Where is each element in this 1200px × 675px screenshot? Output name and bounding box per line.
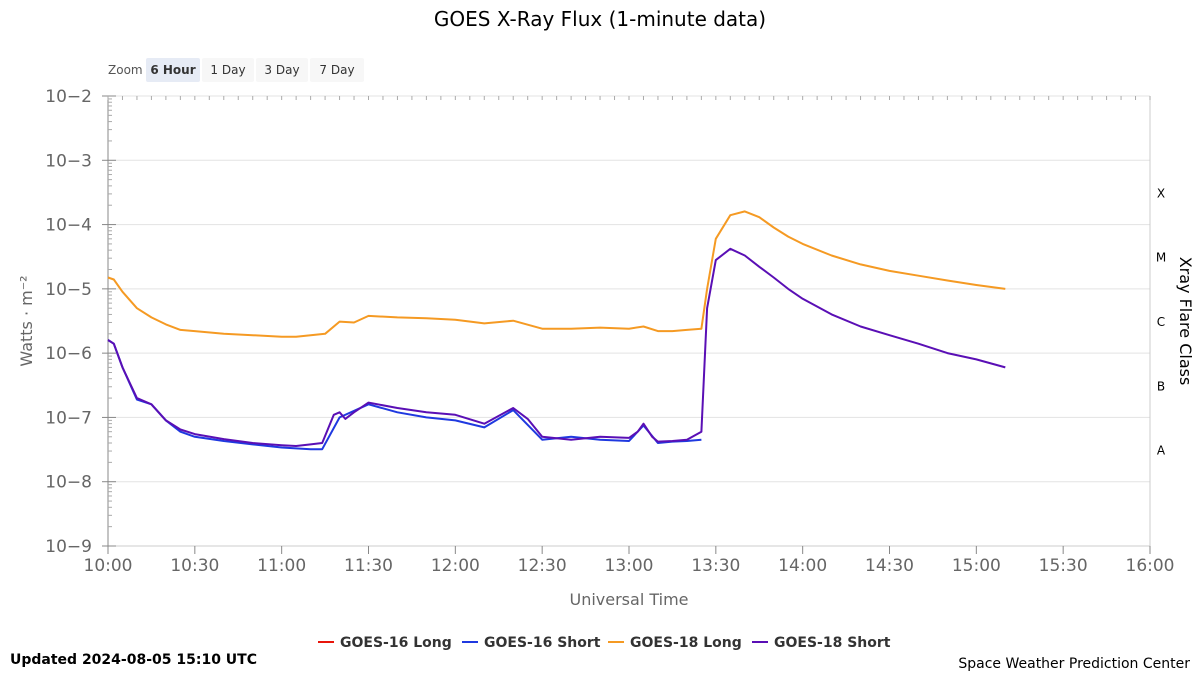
series-lines: [107, 210, 1006, 451]
legend-label: GOES-18 Long: [630, 635, 742, 651]
legend: GOES-16 Long GOES-16 Short GOES-18 Long GOE…: [318, 635, 891, 651]
y2-axis-label: Xray Flare Class: [1176, 257, 1195, 386]
y-tick-label: 10−7: [45, 408, 92, 428]
x-tick-label: 12:00: [431, 556, 480, 576]
zoom-button-bg: [202, 58, 254, 82]
zoom-button-7-day[interactable]: 7 Day: [310, 58, 364, 82]
flare-class-c: C: [1157, 315, 1165, 329]
x-tick-label: 13:30: [691, 556, 740, 576]
x-tick-label: 15:30: [1039, 556, 1088, 576]
x-tick-label: 11:30: [344, 556, 393, 576]
flare-class-labels: A B C M X: [1156, 186, 1166, 457]
flare-class-m: M: [1156, 251, 1166, 265]
flare-class-x: X: [1157, 186, 1165, 200]
legend-item-goes-16-short[interactable]: GOES-16 Short: [462, 635, 601, 651]
x-tick-label: 14:30: [865, 556, 914, 576]
zoom-label: Zoom: [108, 63, 143, 77]
flare-class-a: A: [1157, 444, 1166, 458]
x-tick-label: 11:00: [257, 556, 306, 576]
legend-item-goes-18-long[interactable]: GOES-18 Long: [608, 635, 742, 651]
series-line-goes-18-short: [107, 247, 1006, 447]
x-axis-label: Universal Time: [569, 590, 688, 609]
y-axis-label: Watts · m⁻²: [17, 275, 36, 366]
zoom-button-label: 7 Day: [319, 63, 354, 77]
zoom-controls: Zoom 6 Hour 1 Day 3 Day 7 Day: [108, 58, 364, 82]
x-tick-label: 10:30: [170, 556, 219, 576]
flare-class-b: B: [1157, 379, 1165, 393]
x-tick-label: 14:00: [778, 556, 827, 576]
y-tick-label: 10−8: [45, 473, 92, 493]
legend-item-goes-18-short[interactable]: GOES-18 Short: [752, 635, 891, 651]
legend-label: GOES-16 Short: [484, 635, 601, 651]
zoom-button-3-day[interactable]: 3 Day: [256, 58, 308, 82]
x-tick-label: 12:30: [518, 556, 567, 576]
y-tick-label: 10−5: [45, 280, 92, 300]
x-axis-ticks: 10:00 10:30 11:00 11:30 12:00 12:30 13:00 13:30…: [84, 96, 1175, 576]
legend-label: GOES-18 Short: [774, 635, 891, 651]
y-tick-label: 10−9: [45, 537, 92, 557]
y-tick-label: 10−4: [45, 216, 92, 236]
y-tick-label: 10−6: [45, 344, 92, 364]
zoom-button-label: 1 Day: [210, 63, 245, 77]
x-tick-label: 15:00: [952, 556, 1001, 576]
plot-area: 10−910−810−710−610−510−410−310−2 10:00 10…: [45, 87, 1174, 576]
credits-text: Space Weather Prediction Center: [958, 656, 1190, 672]
series-line-goes-18-long: [107, 210, 1006, 338]
zoom-button-bg: [146, 58, 200, 82]
chart-title: GOES X-Ray Flux (1-minute data): [434, 7, 766, 31]
zoom-button-label: 6 Hour: [150, 63, 195, 77]
legend-label: GOES-16 Long: [340, 635, 452, 651]
y-axis-ticks: 10−9 10−8 10−7 10−6 10−5 10−4 10−3 10−2: [45, 87, 116, 557]
updated-timestamp: Updated 2024-08-05 15:10 UTC: [10, 652, 257, 668]
zoom-button-1-day[interactable]: 1 Day: [202, 58, 254, 82]
x-tick-label: 10:00: [84, 556, 133, 576]
x-tick-label: 16:00: [1126, 556, 1175, 576]
zoom-button-bg: [256, 58, 308, 82]
zoom-button-label: 3 Day: [264, 63, 299, 77]
y-tick-label: 10−2: [45, 87, 92, 107]
zoom-button-bg: [310, 58, 364, 82]
legend-item-goes-16-long[interactable]: GOES-16 Long: [318, 635, 452, 651]
y-tick-label: 10−3: [45, 151, 92, 171]
zoom-button-6-hour[interactable]: 6 Hour: [146, 58, 200, 82]
x-tick-label: 13:00: [605, 556, 654, 576]
